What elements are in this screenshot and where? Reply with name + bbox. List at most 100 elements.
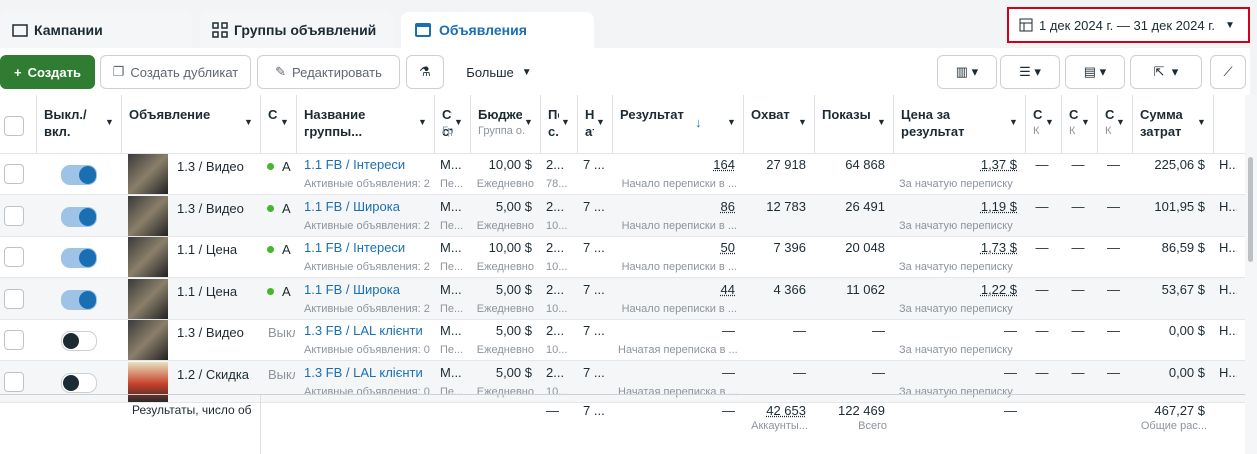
row-checkbox[interactable] <box>4 247 24 267</box>
ad-name[interactable]: 1.3 / Видео <box>177 201 244 216</box>
more-button[interactable]: Больше ▼ <box>452 55 546 89</box>
sort-caret[interactable]: ▼ <box>1009 117 1018 127</box>
row-checkbox[interactable] <box>4 289 24 309</box>
adset-name[interactable]: 1.3 FB / LAL клієнти <box>304 365 423 380</box>
column-header-sub: К <box>1105 125 1112 137</box>
sort-caret[interactable]: ▼ <box>244 117 253 127</box>
test-button[interactable]: ⚗ <box>406 55 444 89</box>
sort-caret[interactable]: ▼ <box>1197 117 1206 127</box>
ad-name[interactable]: 1.1 / Цена <box>177 242 238 257</box>
sort-caret[interactable]: ▼ <box>105 117 114 127</box>
column-header[interactable]: С <box>1033 107 1043 122</box>
result-value: 86 <box>720 199 735 214</box>
column-header[interactable]: Сумма затрат <box>1140 107 1183 139</box>
row-divider <box>0 402 1245 403</box>
sort-caret[interactable]: ▼ <box>877 117 886 127</box>
edit-button[interactable]: ✎ Редактировать <box>257 55 400 89</box>
adset-name[interactable]: 1.1 FB / Широка <box>304 282 400 297</box>
sort-caret[interactable]: ▼ <box>524 117 533 127</box>
column-divider <box>36 95 37 153</box>
sort-caret[interactable]: ▼ <box>1045 117 1054 127</box>
cost-sub: За начатую переписку <box>899 178 1013 190</box>
columns-button[interactable]: ▥ ▾ <box>937 55 997 89</box>
ad-name[interactable]: 1.3 / Видео <box>177 325 244 340</box>
budget-sub: Ежедневно <box>476 344 534 356</box>
ad-name[interactable]: 1.3 / Видео <box>177 159 244 174</box>
c3-value: — <box>1107 157 1120 172</box>
tab-campaigns[interactable]: Кампании <box>0 12 192 48</box>
column-header[interactable]: Нас атр <box>585 107 594 139</box>
duplicate-button[interactable]: ❐ Создать дубликат <box>100 55 251 89</box>
cost-value: 1,37 $ <box>980 157 1017 172</box>
date-range[interactable]: 1 дек 2024 г. — 31 дек 2024 г. ▼ <box>1007 7 1250 43</box>
reports-button[interactable]: ▤ ▾ <box>1065 55 1125 89</box>
ad-thumbnail <box>128 279 168 319</box>
chart-button[interactable]: ⟋ <box>1210 55 1246 89</box>
status-dot <box>267 163 274 170</box>
column-header[interactable]: Выкл./вкл. <box>44 107 87 139</box>
export-button[interactable]: ⇱ ▾ <box>1130 55 1202 89</box>
column-header[interactable]: Пос с... <box>548 107 559 139</box>
c2-value: — <box>1071 157 1085 172</box>
row-checkbox[interactable] <box>4 330 24 350</box>
column-header[interactable]: Объявление <box>129 107 211 122</box>
column-divider <box>1213 95 1214 153</box>
column-header[interactable]: С <box>1069 107 1079 122</box>
adset-name[interactable]: 1.1 FB / Інтереси <box>304 240 406 255</box>
sort-caret[interactable]: ▼ <box>418 117 427 127</box>
sort-caret[interactable]: ▼ <box>1081 117 1090 127</box>
row-checkbox[interactable] <box>4 372 24 392</box>
column-header[interactable]: Цена за результат <box>901 107 965 139</box>
column-divider <box>577 95 578 153</box>
sort-caret[interactable]: ▼ <box>561 117 570 127</box>
sort-caret[interactable]: ▼ <box>798 117 807 127</box>
toggle[interactable] <box>61 165 97 185</box>
sort-caret[interactable]: ▼ <box>596 117 605 127</box>
column-header[interactable]: Охват <box>751 107 790 122</box>
footer-spend: 467,27 $ <box>1154 403 1205 418</box>
row-checkbox[interactable] <box>4 164 24 184</box>
ad-name[interactable]: 1.2 / Скидка <box>177 367 250 382</box>
sort-caret[interactable]: ▼ <box>1116 117 1125 127</box>
sort-caret[interactable]: ▼ <box>454 117 463 127</box>
row-checkbox[interactable] <box>4 206 24 226</box>
toggle[interactable] <box>61 290 97 310</box>
ad-thumbnail <box>128 320 168 360</box>
column-divider <box>260 95 261 153</box>
c3-value: — <box>1107 240 1120 255</box>
row-bg <box>0 361 1245 402</box>
column-divider <box>743 95 744 153</box>
column-header[interactable]: Результат <box>620 107 684 122</box>
ads-table: Выкл./вкл. ▼ Объявление ▼ С ▼ Название группы.… <box>0 95 1245 454</box>
column-header[interactable]: Стр ста <box>442 107 452 139</box>
strategy-value: М... <box>440 365 462 380</box>
column-header[interactable]: Название группы... <box>304 107 366 139</box>
column-header[interactable]: Показы <box>822 107 871 122</box>
toggle[interactable] <box>61 331 97 351</box>
adset-sub: Активные объявления: 2 <box>304 303 430 315</box>
sort-caret[interactable]: ▼ <box>727 117 736 127</box>
spend-value: 225,06 $ <box>1154 157 1205 172</box>
toggle[interactable] <box>61 207 97 227</box>
adset-name[interactable]: 1.3 FB / LAL клієнти <box>304 323 423 338</box>
pos-sub: 10... <box>546 344 568 356</box>
budget-value: 5,00 $ <box>495 323 532 338</box>
ad-name[interactable]: 1.1 / Цена <box>177 284 238 299</box>
footer-label: Результаты, число об <box>132 403 252 417</box>
column-divider <box>121 95 122 153</box>
tab-adsets[interactable]: Группы объявлений <box>200 12 393 48</box>
create-button[interactable]: + Создать <box>0 55 95 89</box>
adset-name[interactable]: 1.1 FB / Інтереси <box>304 157 406 172</box>
c2-value: — <box>1071 282 1085 297</box>
tab-ads[interactable]: Объявления <box>401 12 594 48</box>
column-header[interactable]: Бюджет <box>478 107 522 122</box>
column-header[interactable]: С <box>268 107 278 122</box>
adset-name[interactable]: 1.1 FB / Широка <box>304 199 400 214</box>
column-header[interactable]: С <box>1105 107 1114 122</box>
toggle[interactable] <box>61 248 97 268</box>
c1-value: — <box>1035 365 1049 380</box>
toggle[interactable] <box>61 373 97 393</box>
sort-caret[interactable]: ▼ <box>280 117 289 127</box>
breakdown-button[interactable]: ☰ ▾ <box>1000 55 1060 89</box>
